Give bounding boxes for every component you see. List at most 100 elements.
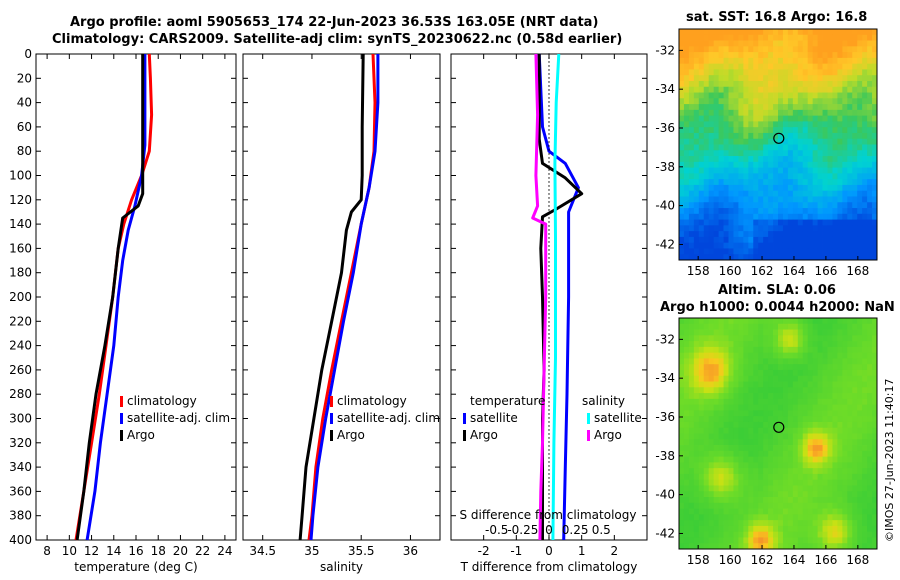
map-cell — [778, 184, 784, 192]
map-cell — [872, 196, 878, 203]
map-cell — [708, 473, 715, 481]
map-cell — [713, 543, 719, 550]
map-cell — [812, 433, 818, 440]
map-cell — [693, 161, 700, 169]
map-cell — [852, 242, 858, 249]
map-cell — [683, 369, 690, 377]
map-cell — [827, 491, 833, 498]
map-cell — [748, 520, 754, 527]
map-cell — [679, 427, 685, 434]
map-cell — [728, 202, 734, 209]
map-cell — [773, 29, 779, 36]
map-cell — [723, 161, 729, 169]
map-cell — [862, 502, 868, 509]
map-cell — [842, 381, 848, 388]
map-cell — [787, 167, 794, 174]
map-cell — [768, 502, 774, 509]
map-cell — [817, 236, 823, 244]
map-cell — [812, 502, 818, 509]
map-x-tick-label: 162 — [751, 264, 774, 278]
map-cell — [827, 421, 833, 429]
map-cell — [827, 525, 833, 533]
map-cell — [738, 381, 744, 388]
map-cell — [807, 433, 814, 440]
map-cell — [683, 323, 690, 330]
map-cell — [679, 98, 685, 105]
map-cell — [852, 468, 858, 475]
map-cell — [812, 341, 818, 348]
zero-reference-dot — [548, 313, 550, 315]
map-cell — [852, 167, 858, 174]
map-cell — [792, 491, 799, 498]
map-cell — [738, 427, 744, 434]
map-cell — [768, 497, 774, 504]
zero-reference-dot — [548, 341, 550, 343]
map-cell — [847, 46, 853, 53]
zero-reference-dot — [548, 381, 550, 383]
map-cell — [703, 346, 710, 354]
map-cell — [852, 98, 858, 105]
map-cell — [857, 318, 863, 325]
map-cell — [778, 104, 784, 111]
map-cell — [688, 543, 695, 550]
map-cell — [872, 92, 878, 99]
map-cell — [768, 242, 774, 249]
map-cell — [822, 439, 828, 446]
map-cell — [792, 254, 799, 261]
map-cell — [812, 346, 818, 354]
map-cell — [728, 34, 734, 41]
map-cell — [693, 450, 700, 458]
map-cell — [753, 179, 759, 186]
x-tick-label: 36 — [403, 544, 418, 558]
map-cell — [733, 543, 739, 550]
map-cell — [743, 520, 749, 527]
map-cell — [832, 514, 838, 521]
map-cell — [832, 179, 838, 186]
map-cell — [862, 393, 868, 400]
map-cell — [753, 387, 759, 394]
map-cell — [817, 144, 823, 151]
map-cell — [837, 104, 843, 111]
map-cell — [713, 346, 719, 354]
map-cell — [837, 202, 843, 209]
zero-reference-dot — [548, 513, 550, 515]
map-cell — [708, 416, 715, 423]
map-cell — [768, 104, 774, 111]
map-cell — [718, 179, 724, 186]
zero-reference-dot — [548, 461, 550, 463]
map-cell — [748, 404, 754, 411]
map-cell — [797, 46, 804, 53]
map-cell — [867, 184, 873, 192]
map-cell — [857, 468, 863, 475]
sla-map-title: Altim. SLA: 0.06 — [718, 283, 836, 298]
map-cell — [787, 445, 794, 452]
map-cell — [802, 520, 809, 527]
map-cell — [787, 329, 794, 336]
map-cell — [698, 161, 705, 169]
map-cell — [832, 254, 838, 261]
map-cell — [773, 502, 779, 509]
map-cell — [683, 173, 690, 180]
map-cell — [748, 29, 754, 36]
map-cell — [768, 213, 774, 220]
map-cell — [862, 115, 868, 122]
map-cell — [817, 156, 823, 163]
map-cell — [698, 393, 705, 400]
zero-reference-dot — [548, 265, 550, 267]
map-cell — [679, 479, 685, 486]
map-cell — [723, 69, 729, 76]
map-cell — [743, 98, 749, 105]
map-cell — [857, 341, 863, 348]
map-cell — [812, 196, 818, 203]
map-cell — [872, 190, 878, 197]
map-frame — [678, 317, 878, 550]
map-cell — [797, 208, 804, 215]
map-cell — [728, 138, 734, 145]
map-cell — [733, 184, 739, 192]
map-cell — [857, 104, 863, 111]
map-cell — [683, 485, 690, 492]
map-cell — [842, 144, 848, 151]
map-cell — [792, 190, 799, 197]
map-cell — [773, 167, 779, 174]
map-cell — [693, 364, 700, 371]
